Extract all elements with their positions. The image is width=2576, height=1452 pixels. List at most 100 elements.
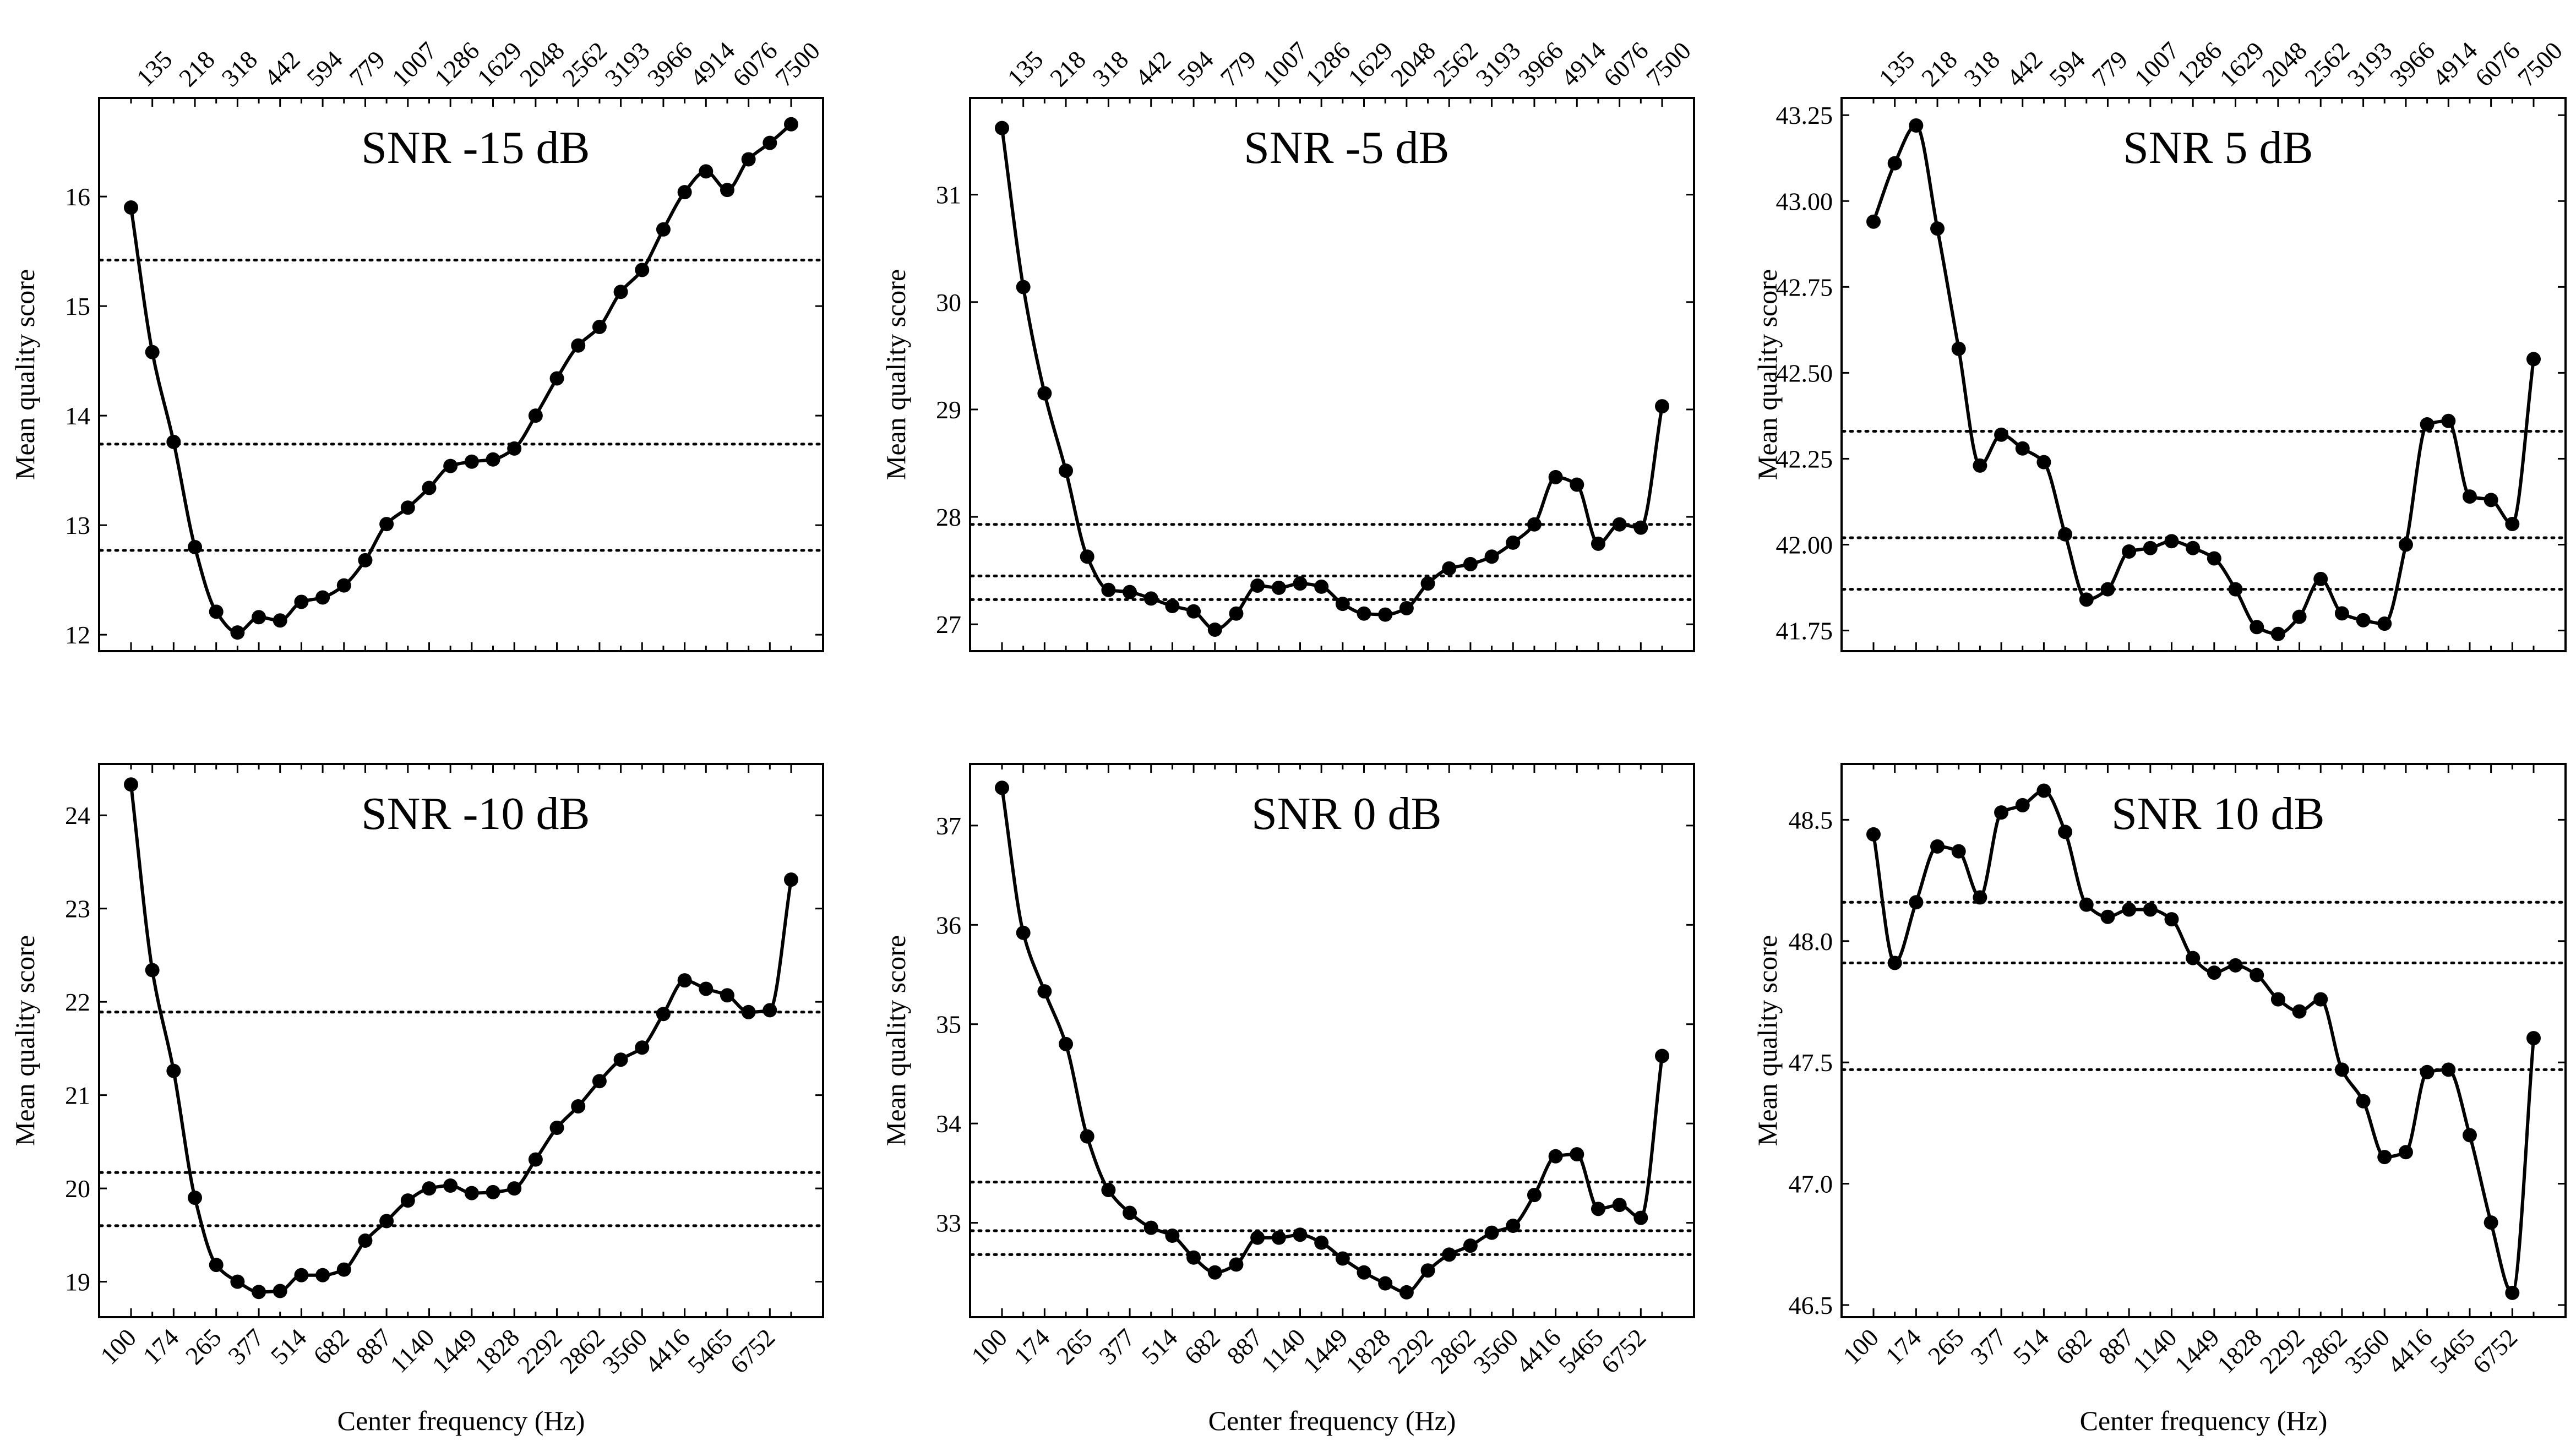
panel-title: SNR -5 dB: [1244, 122, 1449, 173]
data-point: [2270, 626, 2285, 641]
x-tick-label: 682: [1179, 1323, 1226, 1370]
data-point: [273, 1284, 287, 1298]
data-point: [2122, 902, 2137, 917]
data-point: [1357, 606, 1371, 621]
data-point: [677, 973, 692, 988]
panel-6: SNR 10 dB 46.5 47.0 47.5 48.0 48.5 10017426537…: [1752, 763, 2567, 1436]
x-tick-label-top: 6076: [727, 36, 783, 92]
x-tick-label: 1140: [1256, 1323, 1311, 1378]
x-tick-label: 100: [1837, 1323, 1884, 1370]
data-point: [720, 988, 734, 1003]
data-point: [2526, 352, 2541, 367]
y-tick-label: 46.5: [1789, 1291, 1833, 1319]
data-point: [1484, 549, 1499, 564]
data-point: [1165, 1229, 1180, 1243]
data-point: [336, 1262, 351, 1277]
data-point: [784, 872, 798, 887]
data-point: [209, 1258, 224, 1273]
x-tick-label-top: 7500: [2512, 36, 2568, 92]
panel-5: SNR 0 dB33343536371001742653775146828871…: [880, 763, 1695, 1436]
y-tick-label: 30: [936, 288, 961, 316]
data-point: [2100, 582, 2115, 597]
data-point: [2058, 825, 2073, 839]
y-tick-label: 29: [936, 396, 961, 424]
y-tick-label: 22: [65, 988, 90, 1016]
data-point: [2313, 992, 2328, 1007]
data-point: [1357, 1265, 1371, 1280]
data-point: [1229, 1257, 1244, 1272]
data-point: [1951, 844, 1966, 859]
panel-title: SNR 10 dB: [2111, 788, 2324, 839]
panel-4: SNR -10 dB 19 20 21 22 23 24 100174265377514682…: [9, 763, 824, 1436]
plot-frame: [1840, 763, 2567, 1318]
data-point: [2505, 517, 2520, 532]
y-tick-label: 47.5: [1789, 1049, 1833, 1077]
x-tick-label-top: 1629: [472, 36, 527, 92]
data-point: [124, 200, 138, 215]
x-axis-label: Center frequency (Hz): [337, 1405, 585, 1436]
data-point: [1612, 517, 1627, 532]
y-tick-label: 43.00: [1776, 187, 1833, 215]
data-point: [2441, 1062, 2456, 1077]
data-point: [2036, 455, 2051, 470]
data-point: [1143, 1220, 1158, 1235]
data-point: [336, 578, 351, 593]
data-point: [273, 613, 287, 628]
data-point: [2462, 1128, 2477, 1143]
data-point: [528, 408, 543, 423]
data-point: [1591, 1202, 1605, 1216]
data-point: [741, 152, 756, 167]
data-point: [1271, 580, 1286, 595]
data-point: [422, 1181, 437, 1196]
data-point: [400, 500, 415, 515]
data-point: [1378, 607, 1393, 622]
data-point: [2377, 616, 2392, 631]
x-tick-label-top: 6076: [1598, 36, 1654, 92]
x-tick-label: 1828: [2212, 1323, 2267, 1379]
y-tick-label: 41.75: [1776, 617, 1833, 645]
data-point: [1633, 520, 1648, 535]
x-tick-label: 4416: [2382, 1323, 2438, 1379]
x-tick-label: 4416: [640, 1323, 695, 1379]
x-tick-label: 3560: [597, 1323, 652, 1379]
data-point: [2398, 537, 2413, 552]
data-point: [1591, 536, 1605, 551]
data-point: [1250, 578, 1265, 593]
panel-title: SNR -15 dB: [361, 122, 590, 173]
data-point: [1506, 535, 1521, 550]
series-line: [1872, 123, 2535, 636]
x-tick-label: 377: [222, 1323, 269, 1370]
series-line: [1000, 128, 1664, 631]
data-point: [528, 1152, 543, 1167]
data-point: [2143, 902, 2158, 917]
x-tick-label: 2292: [512, 1323, 568, 1379]
y-tick-label: 31: [936, 181, 961, 209]
data-point: [549, 1120, 564, 1135]
panel-title: SNR 5 dB: [2123, 122, 2313, 173]
data-point: [188, 539, 203, 554]
x-tick-label: 1828: [469, 1323, 525, 1379]
y-tick-label: 48.5: [1789, 806, 1833, 834]
x-tick-label-top: 2048: [514, 36, 570, 92]
data-point: [464, 454, 479, 469]
data-point: [2100, 909, 2115, 924]
x-tick-label-top: 135: [1002, 45, 1049, 92]
x-tick-label-top: 7500: [1641, 36, 1696, 92]
data-point: [1314, 1235, 1329, 1250]
x-tick-label-top: 1007: [1257, 36, 1313, 92]
data-point: [294, 1268, 309, 1282]
y-axis-label: Mean quality score: [880, 269, 911, 480]
data-point: [1059, 1036, 1074, 1051]
data-point: [2484, 493, 2498, 507]
data-point: [1994, 427, 2009, 442]
data-point: [720, 183, 734, 198]
data-point: [995, 780, 1009, 795]
data-point: [230, 625, 245, 640]
plot-frame: [98, 97, 824, 652]
x-tick-label: 2862: [1425, 1323, 1481, 1379]
y-tick-label: 37: [936, 812, 961, 840]
data-point: [2420, 1065, 2435, 1079]
data-point: [1016, 280, 1031, 294]
x-tick-label: 2292: [2254, 1323, 2310, 1379]
data-point: [166, 1063, 181, 1078]
